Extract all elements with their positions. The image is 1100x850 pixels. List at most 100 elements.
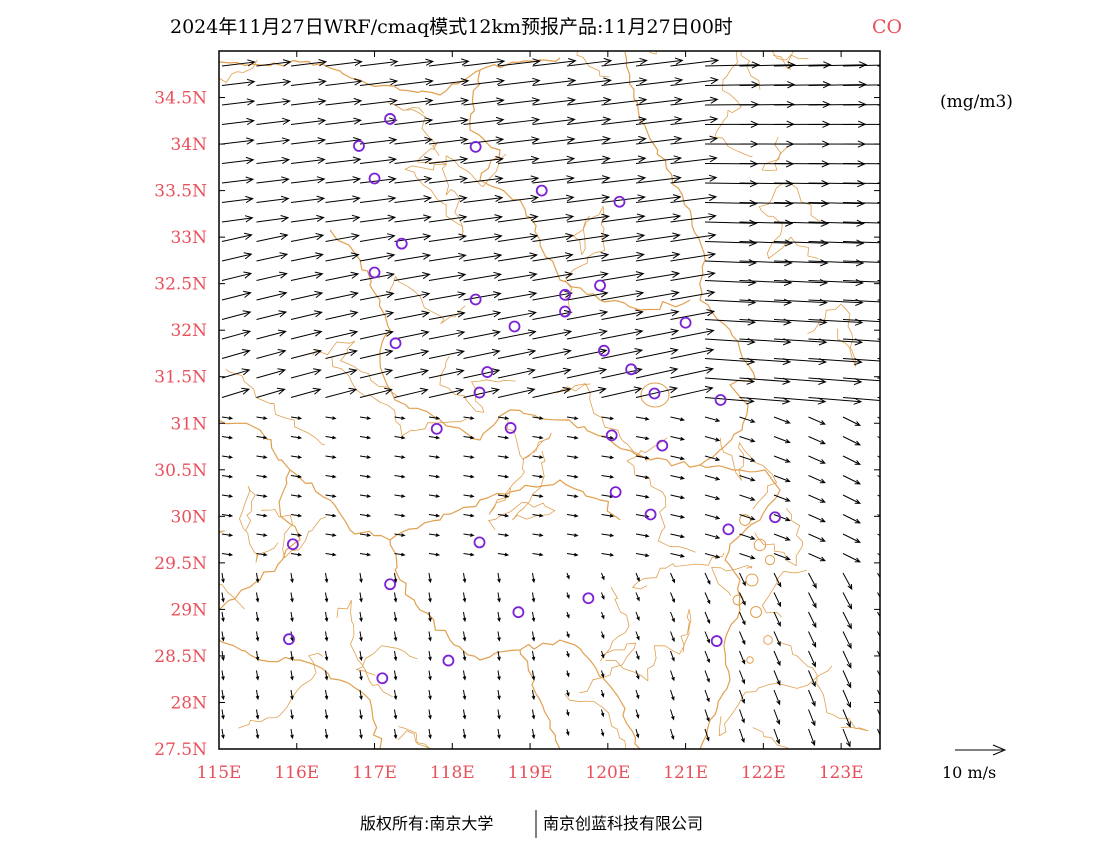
wind-arrow-icon — [842, 64, 880, 67]
wind-arrow-icon — [359, 552, 372, 557]
wind-arrow-icon — [704, 436, 721, 442]
wind-arrow-icon — [739, 436, 756, 443]
station-marker — [469, 140, 482, 153]
wind-arrow-icon — [601, 348, 644, 359]
wind-arrow-icon — [290, 709, 294, 720]
wind-arrow-icon — [497, 290, 538, 301]
wind-arrow-icon — [739, 553, 756, 560]
y-tick-label: 29N — [170, 600, 207, 620]
wind-arrow-icon — [221, 59, 256, 67]
wind-arrow-icon — [704, 689, 710, 703]
wind-arrow-icon — [497, 631, 501, 642]
wind-arrow-icon — [601, 474, 615, 479]
wind-arrow-icon — [670, 77, 719, 86]
station-marker — [508, 320, 521, 333]
wind-arrow-icon — [635, 455, 650, 460]
wind-arrow-icon — [221, 349, 251, 359]
wind-arrow-icon — [532, 386, 572, 398]
wind-arrow-icon — [359, 416, 372, 420]
wind-arrow-icon — [842, 241, 880, 244]
wind-arrow-icon — [256, 232, 289, 242]
wind-arrow-icon — [497, 670, 501, 681]
wind-arrow-icon — [808, 611, 817, 629]
wind-arrow-icon — [221, 670, 225, 681]
wind-arrow-icon — [877, 123, 880, 125]
wind-arrow-icon — [532, 329, 573, 340]
wind-arrow-icon — [428, 195, 468, 203]
wind-arrow-icon — [566, 57, 613, 67]
station-marker — [535, 184, 548, 197]
wind-arrow-icon — [359, 455, 372, 459]
wind-arrow-icon — [808, 592, 817, 609]
wind-arrow-icon — [842, 123, 880, 125]
wind-arrow-icon — [566, 252, 610, 262]
wind-arrow-icon — [773, 81, 832, 89]
wind-arrow-icon — [773, 416, 791, 424]
wind-arrow-icon — [463, 214, 504, 223]
wind-arrow-icon — [497, 474, 510, 479]
wind-arrow-icon — [359, 592, 363, 603]
wind-arrow-icon — [324, 728, 329, 740]
wind-arrow-icon — [704, 219, 758, 227]
wind-arrow-icon — [877, 104, 880, 106]
wind-arrow-icon — [601, 77, 648, 86]
wind-arrow-icon — [739, 709, 745, 724]
wind-arrow-icon — [394, 368, 429, 379]
wind-arrow-icon — [359, 572, 363, 584]
wind-arrow-icon — [635, 135, 683, 145]
wind-arrow-icon — [497, 416, 510, 420]
station-marker — [625, 363, 638, 376]
wind-arrow-icon — [256, 435, 268, 440]
wind-arrow-icon — [463, 329, 502, 340]
wind-arrow-icon — [635, 194, 682, 203]
wind-arrow-icon — [773, 475, 791, 483]
wind-arrow-icon — [739, 219, 794, 227]
wind-arrow-icon — [601, 271, 645, 281]
wind-arrow-icon — [221, 98, 256, 106]
wind-arrow-icon — [497, 592, 501, 603]
wind-arrow-icon — [428, 689, 432, 701]
wind-arrow-icon — [394, 329, 430, 340]
wind-arrow-icon — [566, 494, 579, 498]
wind-arrow-icon — [670, 347, 715, 359]
station-marker — [389, 337, 402, 350]
wind-arrow-icon — [462, 689, 467, 701]
wind-arrow-icon — [601, 290, 645, 301]
wind-arrow-icon — [808, 81, 868, 89]
wind-arrow-icon — [670, 455, 686, 461]
reference-vector-label: 10 m/s — [942, 763, 996, 782]
wind-arrow-icon — [773, 199, 830, 208]
wind-arrow-icon — [325, 310, 359, 320]
wind-arrow-icon — [462, 709, 467, 720]
station-marker — [512, 606, 525, 619]
wind-arrow-icon — [877, 592, 880, 599]
wind-arrow-icon — [359, 513, 372, 518]
wind-arrow-icon — [808, 199, 866, 208]
wind-arrow-icon — [601, 455, 615, 460]
wind-arrow-icon — [325, 513, 337, 518]
station-marker — [384, 113, 396, 125]
wind-arrow-icon — [428, 156, 469, 164]
wind-arrow-icon — [531, 611, 536, 623]
wind-arrow-icon — [359, 611, 363, 623]
wind-arrow-icon — [221, 271, 253, 281]
wind-arrow-icon — [497, 455, 510, 459]
wind-arrow-icon — [290, 329, 323, 340]
wind-arrow-icon — [635, 328, 680, 340]
wind-arrow-icon — [497, 175, 540, 184]
y-tick-label: 34N — [170, 135, 207, 155]
wind-arrow-icon — [463, 156, 504, 164]
wind-arrow-icon — [463, 116, 505, 125]
wind-arrow-icon — [325, 156, 362, 164]
wind-arrow-icon — [704, 199, 758, 207]
wind-arrow-icon — [359, 252, 396, 262]
wind-arrow-icon — [704, 611, 711, 625]
wind-arrow-icon — [808, 416, 826, 425]
wind-arrow-icon — [670, 251, 717, 262]
wind-arrow-icon — [394, 435, 406, 440]
wind-arrow-icon — [532, 194, 575, 203]
wind-arrow-icon — [428, 291, 467, 301]
wind-arrow-icon — [428, 709, 432, 720]
wind-arrow-icon — [670, 650, 675, 662]
wind-arrow-icon — [566, 689, 570, 697]
